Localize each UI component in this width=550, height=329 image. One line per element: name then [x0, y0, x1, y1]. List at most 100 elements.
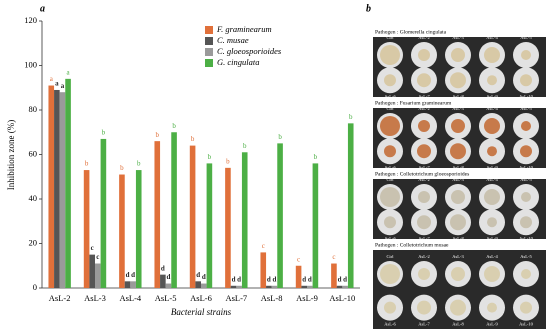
plate-label: AsL-10	[519, 94, 533, 99]
x-tick-label: AsL-4	[119, 293, 141, 303]
plate-label: Ctrl	[386, 35, 394, 40]
bar	[301, 285, 307, 288]
significance-letter: d	[202, 273, 206, 281]
plate-label: AsL-3	[452, 106, 464, 111]
significance-letter: a	[50, 75, 54, 83]
colony	[451, 267, 465, 281]
bar	[130, 281, 136, 288]
plate-label: AsL-7	[418, 165, 430, 170]
bar	[277, 143, 283, 288]
colony	[380, 116, 400, 136]
plate-label: AsL-3	[452, 254, 464, 259]
panel-label: a	[40, 3, 45, 14]
x-axis-label: Bacterial strains	[171, 307, 232, 317]
colony	[451, 48, 465, 62]
significance-letter: d	[161, 264, 165, 272]
legend-swatch	[205, 59, 213, 67]
bar	[48, 85, 55, 289]
colony	[521, 121, 531, 131]
colony	[380, 45, 400, 65]
legend-label: C. musae	[217, 35, 249, 45]
y-axis-label: Inhibition zone (%)	[6, 120, 16, 190]
significance-letter: b	[349, 113, 353, 121]
significance-letter: b	[226, 157, 230, 165]
plate-label: AsL-3	[452, 35, 464, 40]
bar	[59, 92, 66, 288]
significance-letter: d	[131, 271, 135, 279]
plate-label: AsL-7	[418, 322, 430, 327]
plate-label: AsL-4	[486, 106, 498, 111]
plate-label: AsL-10	[519, 165, 533, 170]
plate-label: AsL-9	[486, 94, 498, 99]
significance-letter: c	[91, 244, 94, 252]
colony	[521, 50, 531, 60]
significance-letter: d	[302, 275, 306, 283]
bar	[154, 141, 161, 288]
bar	[336, 285, 343, 288]
plate-label: AsL-5	[520, 177, 532, 182]
plate-label: AsL-6	[384, 236, 396, 241]
photo-title: Pathogen : Colletotrichum musae	[375, 242, 449, 248]
colony	[451, 119, 465, 133]
significance-letter: b	[191, 135, 195, 143]
plate-label: AsL-4	[486, 254, 498, 259]
bar	[124, 281, 131, 288]
colony	[418, 49, 430, 61]
x-tick-label: AsL-8	[261, 293, 283, 303]
colony	[484, 189, 500, 205]
bar	[266, 285, 272, 288]
colony	[521, 192, 531, 202]
plate-label: AsL-7	[418, 236, 430, 241]
plate-label: AsL-7	[418, 94, 430, 99]
bar	[331, 263, 337, 288]
bar	[95, 263, 101, 288]
colony	[487, 302, 497, 313]
significance-letter: b	[156, 131, 160, 139]
x-tick-label: AsL-10	[329, 293, 355, 303]
bar	[241, 152, 248, 288]
significance-letter: b	[278, 133, 282, 141]
significance-letter: d	[237, 275, 241, 283]
plate-label: AsL-2	[418, 35, 430, 40]
bar	[100, 138, 107, 288]
x-tick-label: AsL-9	[296, 293, 318, 303]
y-tick-label: 0	[33, 282, 37, 292]
colony	[484, 266, 500, 282]
plate-label: AsL-8	[452, 236, 464, 241]
significance-letter: d	[338, 275, 342, 283]
significance-letter: d	[167, 273, 171, 281]
photo-title: Pathogen : Fusarium graminearum	[375, 100, 452, 106]
bar	[65, 78, 71, 288]
bar	[307, 285, 313, 288]
bar	[119, 174, 125, 288]
bar	[201, 283, 207, 288]
bar	[312, 163, 319, 288]
legend-label: C. gloeosporioides	[217, 46, 282, 56]
colony	[384, 216, 396, 229]
panel-label: b	[366, 3, 371, 14]
colony	[384, 301, 396, 314]
significance-letter: b	[208, 153, 212, 161]
bar	[225, 167, 231, 288]
colony	[450, 299, 466, 316]
bar	[83, 170, 90, 288]
significance-letter: d	[273, 275, 277, 283]
x-tick-label: AsL-7	[225, 293, 247, 303]
colony	[380, 187, 400, 207]
colony	[520, 216, 532, 229]
bar	[236, 285, 242, 288]
plate-label: AsL-10	[519, 236, 533, 241]
significance-letter: b	[314, 153, 318, 161]
plate-label: Ctrl	[386, 177, 394, 182]
bar	[189, 145, 196, 288]
plate-label: AsL-4	[486, 35, 498, 40]
colony	[484, 47, 500, 63]
significance-letter: b	[137, 160, 141, 168]
colony	[520, 74, 532, 87]
photo-title: Pathogen : Colletotrichum gloeosporioide…	[375, 171, 469, 177]
bar	[342, 285, 348, 288]
plate-label: AsL-5	[520, 254, 532, 259]
legend-label: G. cingulata	[217, 57, 260, 67]
bar	[135, 170, 142, 288]
